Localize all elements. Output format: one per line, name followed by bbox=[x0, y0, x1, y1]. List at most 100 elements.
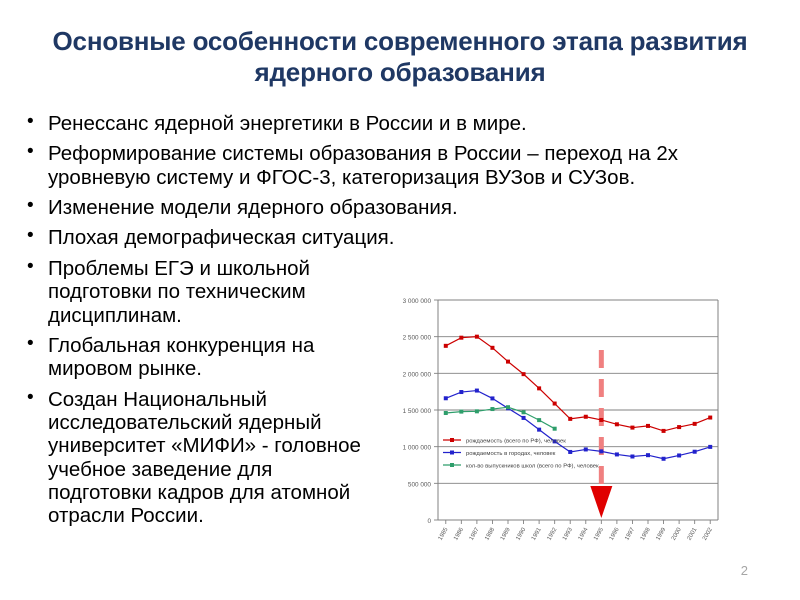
data-point bbox=[599, 417, 604, 422]
data-point bbox=[474, 388, 479, 393]
x-tick-label: 1985 bbox=[438, 526, 450, 541]
x-tick-label: 1989 bbox=[500, 526, 512, 541]
data-point bbox=[490, 345, 495, 350]
list-item: • Ренессанс ядерной энергетики в России … bbox=[18, 111, 678, 135]
data-point bbox=[568, 449, 573, 454]
bullet-dot-icon: • bbox=[27, 141, 34, 163]
data-point bbox=[646, 453, 650, 458]
data-point bbox=[568, 416, 573, 421]
legend-swatch-marker-0 bbox=[450, 438, 454, 442]
data-point bbox=[583, 447, 588, 452]
data-point bbox=[490, 396, 495, 401]
data-point bbox=[583, 414, 588, 419]
series-line-2 bbox=[445, 406, 555, 430]
bullet-dot-icon: • bbox=[27, 332, 34, 354]
data-point bbox=[537, 418, 542, 423]
x-tick-label: 1994 bbox=[578, 526, 590, 541]
bullet-dot-icon: • bbox=[27, 111, 34, 132]
list-item-text: Создан Национальный исследовательский яд… bbox=[48, 387, 361, 528]
list-item-text: Реформирование системы образования в Рос… bbox=[48, 142, 678, 189]
bullet-dot-icon: • bbox=[27, 386, 34, 408]
page-number: 2 bbox=[740, 563, 748, 578]
data-point bbox=[521, 410, 526, 415]
data-point bbox=[459, 390, 464, 395]
data-point bbox=[537, 427, 542, 432]
y-tick-label: 500 000 bbox=[408, 481, 432, 488]
x-tick-label: 1991 bbox=[531, 526, 543, 541]
legend-label-2: кол-во выпускников школ (всего по РФ), ч… bbox=[466, 464, 599, 470]
data-point bbox=[614, 422, 619, 427]
data-point bbox=[521, 372, 526, 377]
series-line-1 bbox=[445, 389, 711, 460]
data-point bbox=[552, 401, 557, 406]
list-item-text: Ренессанс ядерной энергетики в России и … bbox=[48, 112, 527, 135]
x-tick-label: 1996 bbox=[609, 526, 621, 541]
list-item-text: Проблемы ЕГЭ и школьной подготовки по те… bbox=[48, 256, 311, 327]
list-item: • Глобальная конкуренция на мировом рынк… bbox=[18, 332, 378, 381]
data-point bbox=[490, 407, 495, 412]
list-item: • Проблемы ЕГЭ и школьной подготовки по … bbox=[18, 255, 363, 327]
data-point bbox=[692, 421, 697, 426]
x-tick-label: 2002 bbox=[702, 526, 714, 541]
series-line-0 bbox=[445, 336, 711, 432]
list-item-text: Плохая демографическая ситуация. bbox=[48, 226, 395, 250]
annotation-arrow-head bbox=[590, 486, 613, 518]
x-tick-label: 1993 bbox=[562, 526, 574, 541]
data-point bbox=[708, 415, 713, 420]
data-point bbox=[677, 425, 682, 430]
x-tick-label: 1998 bbox=[640, 526, 652, 541]
list-item-text: Изменение модели ядерного образования. bbox=[48, 196, 458, 220]
list-item-text: Глобальная конкуренция на мировом рынке. bbox=[48, 333, 315, 381]
legend-swatch-marker-1 bbox=[450, 450, 454, 455]
x-tick-label: 2000 bbox=[671, 526, 683, 541]
data-point bbox=[661, 456, 666, 461]
legend-swatch-marker-2 bbox=[450, 463, 454, 467]
y-tick-label: 2 000 000 bbox=[403, 371, 432, 378]
data-point bbox=[646, 423, 650, 428]
bullet-dot-icon: • bbox=[27, 195, 34, 217]
list-item: • Реформирование системы образования в Р… bbox=[18, 141, 678, 189]
x-tick-label: 1986 bbox=[453, 526, 465, 541]
data-point bbox=[614, 452, 619, 457]
x-tick-label: 1990 bbox=[515, 526, 527, 541]
legend-label-0: рождаемость (всего по РФ), человек bbox=[466, 439, 566, 445]
x-tick-label: 1995 bbox=[593, 526, 605, 541]
bullet-dot-icon: • bbox=[27, 225, 34, 247]
data-point bbox=[443, 396, 448, 401]
legend-label-1: рождаемость в городах, человек bbox=[466, 451, 556, 457]
data-point bbox=[506, 359, 510, 364]
list-item: • Создан Национальный исследовательский … bbox=[18, 386, 370, 528]
data-point bbox=[521, 415, 526, 420]
data-point bbox=[537, 386, 542, 391]
chart-canvas: 0 500 000 1 000 000 1 500 000 2 000 000 2 500… bbox=[403, 298, 719, 542]
bullet-dot-icon: • bbox=[27, 255, 34, 277]
y-tick-label: 1 000 000 bbox=[403, 445, 432, 452]
data-point bbox=[692, 449, 697, 454]
y-tick-label: 3 000 000 bbox=[403, 298, 432, 305]
x-tick-label: 1992 bbox=[547, 526, 559, 541]
list-item: • Плохая демографическая ситуация. bbox=[18, 225, 678, 250]
y-tick-label: 2 500 000 bbox=[403, 335, 432, 342]
x-tick-label: 1999 bbox=[655, 526, 667, 541]
data-point bbox=[661, 428, 666, 433]
data-point bbox=[552, 439, 557, 444]
list-item: • Изменение модели ядерного образования. bbox=[18, 195, 678, 220]
y-tick-label: 1 500 000 bbox=[403, 408, 432, 415]
bullet-list: • Ренессанс ядерной энергетики в России … bbox=[18, 111, 678, 535]
data-point bbox=[474, 334, 479, 339]
data-point bbox=[474, 409, 479, 414]
data-point bbox=[677, 453, 682, 458]
data-point bbox=[630, 425, 635, 430]
x-tick-label: 1997 bbox=[624, 526, 636, 541]
demographics-line-chart: 0 500 000 1 000 000 1 500 000 2 000 000 2 500… bbox=[383, 292, 728, 557]
data-point bbox=[630, 454, 635, 459]
x-tick-label: 2001 bbox=[687, 526, 699, 541]
data-point bbox=[708, 444, 713, 449]
data-point bbox=[506, 405, 510, 410]
x-tick-label: 1988 bbox=[484, 526, 496, 541]
data-point bbox=[443, 411, 448, 416]
y-tick-label: 0 bbox=[427, 518, 431, 525]
data-point bbox=[552, 426, 557, 431]
data-point bbox=[599, 449, 604, 454]
